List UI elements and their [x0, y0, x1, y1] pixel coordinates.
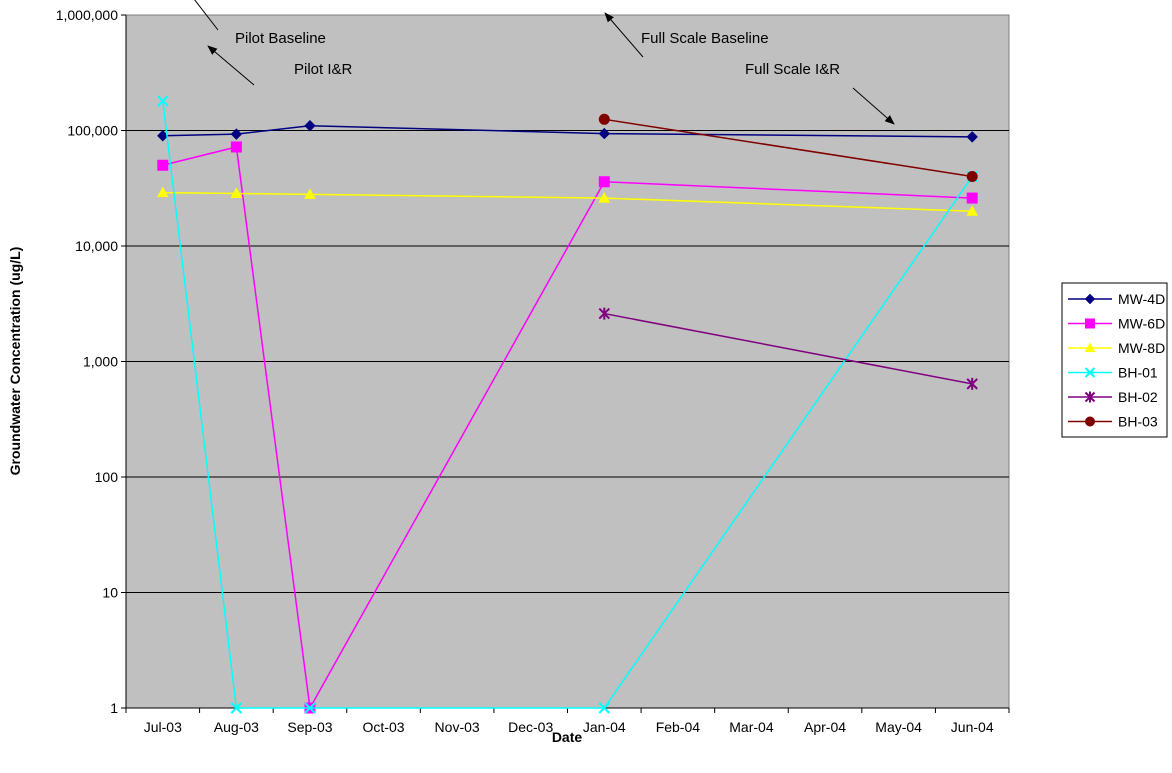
y-tick-label: 1,000,000: [56, 7, 118, 23]
series-bh-03: [598, 113, 978, 182]
legend-item: MW-4D: [1068, 291, 1165, 307]
data-point: [230, 702, 243, 714]
annotation-arrow: [194, 0, 219, 31]
data-point: [598, 307, 610, 320]
y-axis-title: Groundwater Concentration (ug/L): [7, 247, 23, 476]
y-tick-label: 10,000: [75, 238, 118, 254]
annotation-arrow: [207, 45, 255, 86]
legend-item: MW-8D: [1068, 340, 1165, 356]
data-point: [304, 120, 316, 132]
x-tick-label: Dec-03: [508, 719, 553, 735]
legend-item: MW-6D: [1068, 316, 1165, 332]
x-tick-labels: Jul-03 Aug-03 Sep-03 Oct-03 Nov-03 Dec-03 Jan-…: [144, 719, 994, 735]
annotation-label: Pilot I&R: [294, 61, 353, 78]
x-axis-title: Date: [552, 729, 583, 745]
y-tick-label: 1,000: [83, 354, 118, 370]
legend-label: BH-01: [1118, 365, 1158, 381]
series-mw-8d: [156, 186, 979, 216]
x-tick-label: Jun-04: [951, 719, 994, 735]
y-tick-labels: 1 10 100 1,000 10,000 100,000 1,000,000: [56, 7, 119, 716]
legend-box: [1061, 282, 1168, 438]
data-point: [598, 192, 611, 203]
legend-label: MW-8D: [1118, 340, 1165, 356]
data-point: [1084, 367, 1096, 378]
x-tick-label: Oct-03: [363, 719, 405, 735]
legend-item: BH-03: [1068, 414, 1158, 430]
legend-label: MW-4D: [1118, 291, 1165, 307]
data-point: [1085, 318, 1095, 329]
data-point: [598, 127, 610, 140]
data-point: [598, 702, 610, 714]
annotation-arrow: [852, 87, 895, 125]
data-point: [966, 131, 978, 143]
series-mw-4d: [157, 120, 978, 143]
data-point: [966, 170, 978, 182]
data-point: [157, 95, 169, 107]
data-point: [304, 702, 316, 714]
x-tick-label: Sep-03: [287, 719, 332, 735]
legend: MW-4D MW-6D MW-8D BH-01 BH-02 BH-03: [1061, 282, 1168, 438]
y-tick-label: 1: [110, 700, 118, 716]
annotation-arrow: [604, 12, 644, 58]
legend-item: BH-02: [1068, 389, 1158, 405]
x-tick-label: May-04: [875, 719, 922, 735]
series-line: [604, 118, 973, 178]
x-tick-label: Feb-04: [656, 719, 701, 735]
data-point: [230, 141, 242, 153]
data-point: [598, 176, 610, 188]
data-point: [966, 205, 979, 216]
legend-label: MW-6D: [1118, 316, 1165, 332]
data-point: [1084, 391, 1096, 403]
annotation-label: Full Scale Baseline: [641, 30, 769, 47]
data-point: [598, 113, 610, 125]
data-point: [1084, 293, 1096, 305]
series-layer: [156, 95, 979, 714]
data-point: [230, 128, 243, 140]
legend-label: BH-02: [1118, 389, 1158, 405]
annotations: Pilot Baseline Pilot I&R Full Scale Baseli…: [194, 0, 895, 125]
y-tick-label: 10: [102, 585, 118, 601]
x-tick-label: Jan-04: [583, 719, 626, 735]
data-point: [1085, 416, 1095, 427]
annotation-label: Pilot Baseline: [235, 30, 326, 47]
x-tick-label: Aug-03: [214, 719, 259, 735]
data-point: [966, 192, 978, 204]
data-point: [156, 186, 169, 198]
x-tick-label: Jul-03: [144, 719, 182, 735]
data-point: [157, 159, 169, 171]
y-tick-label: 100: [95, 469, 119, 485]
legend-label: BH-03: [1118, 414, 1158, 430]
data-point: [1084, 342, 1096, 353]
series-bh-02: [598, 307, 978, 390]
x-tick-label: Mar-04: [729, 719, 774, 735]
y-tick-label: 100,000: [67, 123, 118, 139]
data-point: [966, 377, 978, 390]
x-tick-label: Nov-03: [435, 719, 480, 735]
data-point: [230, 187, 243, 198]
legend-item: BH-01: [1068, 365, 1158, 381]
data-point: [304, 188, 316, 199]
annotation-label: Full Scale I&R: [745, 61, 840, 78]
series-line: [604, 312, 973, 385]
x-tick-label: Apr-04: [804, 719, 846, 735]
